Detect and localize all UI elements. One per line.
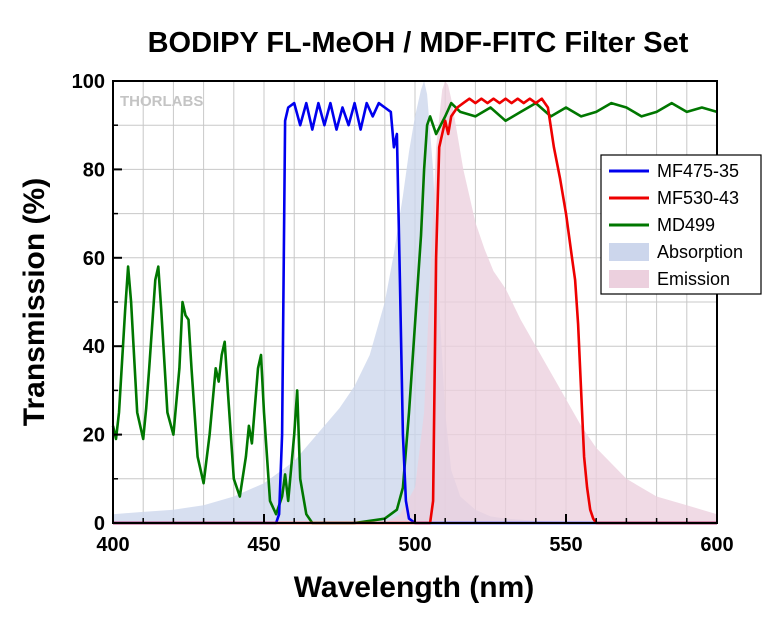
- area-absorption: [113, 81, 717, 523]
- line-md499: [111, 101, 718, 525]
- legend-swatch: [609, 270, 649, 288]
- x-tick-label: 500: [398, 534, 431, 556]
- y-tick-label: 100: [72, 71, 105, 93]
- x-tick-label: 450: [247, 534, 280, 556]
- legend-label: MF530-43: [657, 188, 739, 208]
- chart-title: BODIPY FL-MeOH / MDF-FITC Filter Set: [148, 27, 689, 59]
- y-tick-label: 60: [83, 248, 105, 270]
- line-series: [111, 97, 718, 525]
- area-emission: [384, 81, 717, 523]
- legend-label: MF475-35: [657, 161, 739, 181]
- legend-swatch: [609, 243, 649, 261]
- thorlabs-watermark: THORLABS: [120, 93, 203, 110]
- y-tick-label: 0: [94, 513, 105, 535]
- axes: 400 450 500 550 600 0 20 40 60 80 100: [72, 71, 734, 556]
- x-tick-label: 550: [549, 534, 582, 556]
- legend-label: Absorption: [657, 242, 743, 262]
- x-tick-label: 600: [700, 534, 733, 556]
- y-axis-title: Transmission (%): [18, 178, 51, 426]
- legend-label: MD499: [657, 215, 715, 235]
- y-tick-label: 40: [83, 336, 105, 358]
- legend: MF475-35 MF530-43 MD499 Absorption Emission: [600, 154, 762, 295]
- y-tick-label: 20: [83, 425, 105, 447]
- legend-label: Emission: [657, 269, 730, 289]
- line-mf475-35: [113, 101, 717, 525]
- x-tick-label: 400: [96, 534, 129, 556]
- x-axis-title: Wavelength (nm): [294, 571, 535, 604]
- area-series: [113, 81, 717, 523]
- y-tick-label: 80: [83, 159, 105, 181]
- line-mf530-43: [113, 97, 717, 525]
